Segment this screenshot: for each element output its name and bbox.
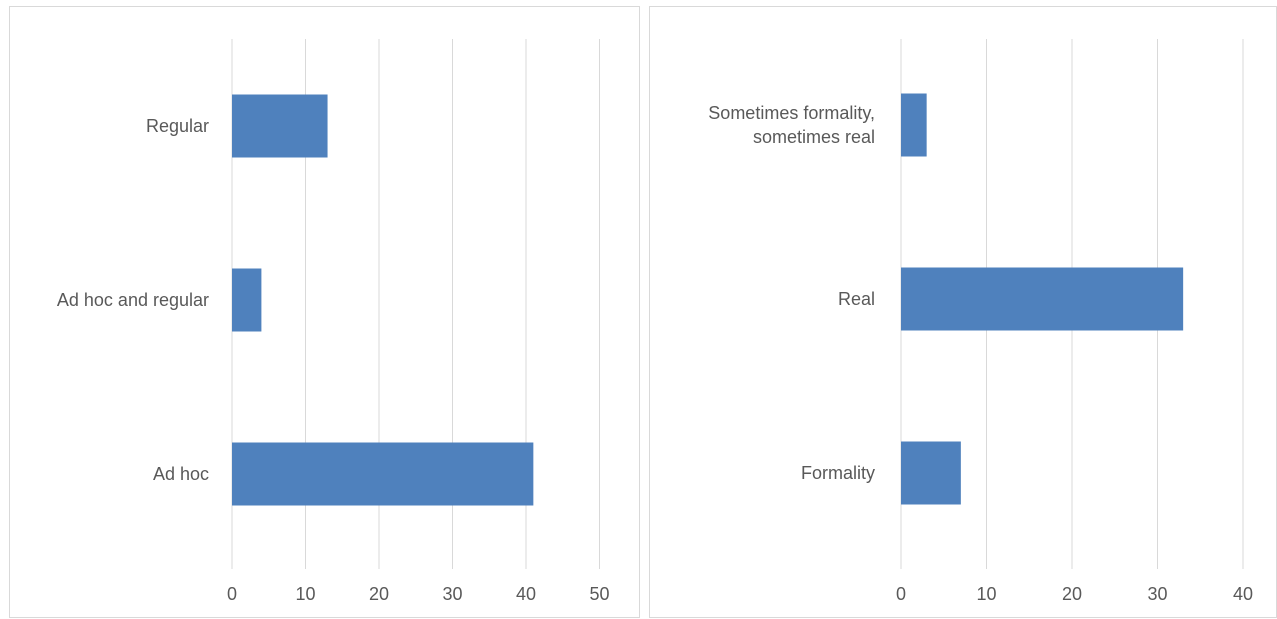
x-tick-label-left: 30	[442, 584, 462, 604]
x-tick-label-left: 10	[295, 584, 315, 604]
bar-left-2	[232, 442, 534, 506]
bar-chart-right: 0 10 20 30 40 Sometimes formality, sometimes r…	[708, 39, 1253, 604]
x-tick-label-right: 30	[1147, 584, 1167, 604]
x-tick-label-right: 20	[1062, 584, 1082, 604]
bar-right-1	[901, 267, 1184, 331]
bar-right-0	[901, 93, 927, 157]
x-tick-label-right: 40	[1233, 584, 1253, 604]
bar-right-2	[901, 441, 961, 505]
category-label-left: Ad hoc	[153, 464, 209, 484]
category-label-line: sometimes real	[753, 127, 875, 147]
bar-chart-left: 0 10 20 30 40 50 Regular Ad hoc and regular Ad h…	[57, 39, 610, 604]
chart-panel-right: 0 10 20 30 40 Sometimes formality, sometimes r…	[649, 6, 1277, 618]
x-tick-label-right: 10	[976, 584, 996, 604]
x-tick-label-left: 20	[369, 584, 389, 604]
category-label-left: Ad hoc and regular	[57, 290, 209, 310]
chart-panel-left: 0 10 20 30 40 50 Regular Ad hoc and regular Ad h…	[9, 6, 640, 618]
category-label-right: Sometimes formality, sometimes real	[708, 103, 875, 147]
category-label-right: Real	[838, 289, 875, 309]
x-tick-label-right: 0	[896, 584, 906, 604]
x-tick-label-left: 40	[516, 584, 536, 604]
bar-left-1	[232, 268, 262, 332]
x-tick-label-left: 0	[227, 584, 237, 604]
x-tick-label-left: 50	[589, 584, 609, 604]
bar-left-0	[232, 94, 328, 158]
category-label-line: Sometimes formality,	[708, 103, 875, 123]
category-label-right: Formality	[801, 463, 875, 483]
category-label-left: Regular	[146, 116, 209, 136]
